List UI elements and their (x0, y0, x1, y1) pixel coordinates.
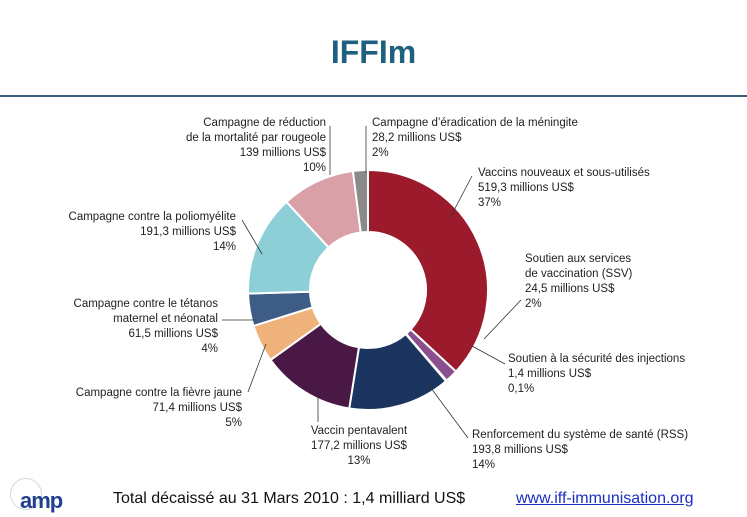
slice-label-1: Vaccins nouveaux et sous-utilisés (478, 167, 650, 179)
leader-line-2 (483, 299, 522, 340)
slice-label-7: 61,5 millions US$ (129, 328, 219, 340)
slice-label-5: 177,2 millions US$ (311, 440, 407, 452)
slice-label-2: 24,5 millions US$ (525, 283, 615, 295)
slice-label-3: Soutien à la sécurité des injections (508, 353, 685, 365)
donut-slice-1 (367, 168, 489, 373)
slice-label-1: 37% (478, 197, 501, 209)
donut-slice-10 (351, 168, 369, 234)
slice-label-9: de la mortalité par rougeole (186, 132, 326, 144)
slice-label-5: 13% (347, 455, 370, 467)
slice-label-10: Campagne d’éradication de la méningite (372, 117, 578, 129)
leader-line-4 (424, 379, 469, 439)
slice-label-4: 14% (472, 459, 495, 471)
slice-label-7: maternel et néonatal (113, 313, 218, 325)
slice-label-4: 193,8 millions US$ (472, 444, 568, 456)
slice-label-8: 191,3 millions US$ (140, 226, 236, 238)
slice-label-10: 2% (372, 147, 389, 159)
slice-label-3: 1,4 millions US$ (508, 368, 592, 380)
slice-label-5: Vaccin pentavalent (311, 425, 408, 437)
slice-label-2: de vaccination (SSV) (525, 268, 633, 280)
slice-label-4: Renforcement du système de santé (RSS) (472, 429, 688, 441)
page-title: IFFIm (330, 34, 417, 70)
title-divider (0, 95, 747, 97)
slice-label-2: 2% (525, 298, 542, 310)
leader-line-8 (241, 219, 263, 255)
slice-label-8: 14% (213, 241, 236, 253)
leader-line-1 (449, 175, 473, 219)
slice-label-6: 71,4 millions US$ (153, 402, 243, 414)
slice-label-9: Campagne de réduction (203, 117, 326, 129)
footer-total-text: Total décaissé au 31 Mars 2010 : 1,4 mil… (113, 490, 466, 507)
slice-label-8: Campagne contre la poliomyélite (69, 211, 236, 223)
slice-label-10: 28,2 millions US$ (372, 132, 462, 144)
slice-label-9: 10% (303, 162, 326, 174)
slice-label-2: Soutien aux services (525, 253, 631, 265)
slice-label-7: Campagne contre le tétanos (74, 298, 219, 310)
slice-label-3: 0,1% (508, 383, 534, 395)
leader-line-3 (471, 345, 506, 365)
amp-logo: amp (20, 488, 63, 513)
logo-globe (10, 478, 42, 510)
leader-line-6 (247, 343, 267, 393)
slice-label-7: 4% (201, 343, 218, 355)
slice-label-1: 519,3 millions US$ (478, 182, 574, 194)
slice-label-6: Campagne contre la fièvre jaune (76, 387, 242, 399)
slice-label-6: 5% (225, 417, 242, 429)
footer-website-link[interactable]: www.iff-immunisation.org (516, 490, 694, 507)
slice-label-9: 139 millions US$ (240, 147, 327, 159)
